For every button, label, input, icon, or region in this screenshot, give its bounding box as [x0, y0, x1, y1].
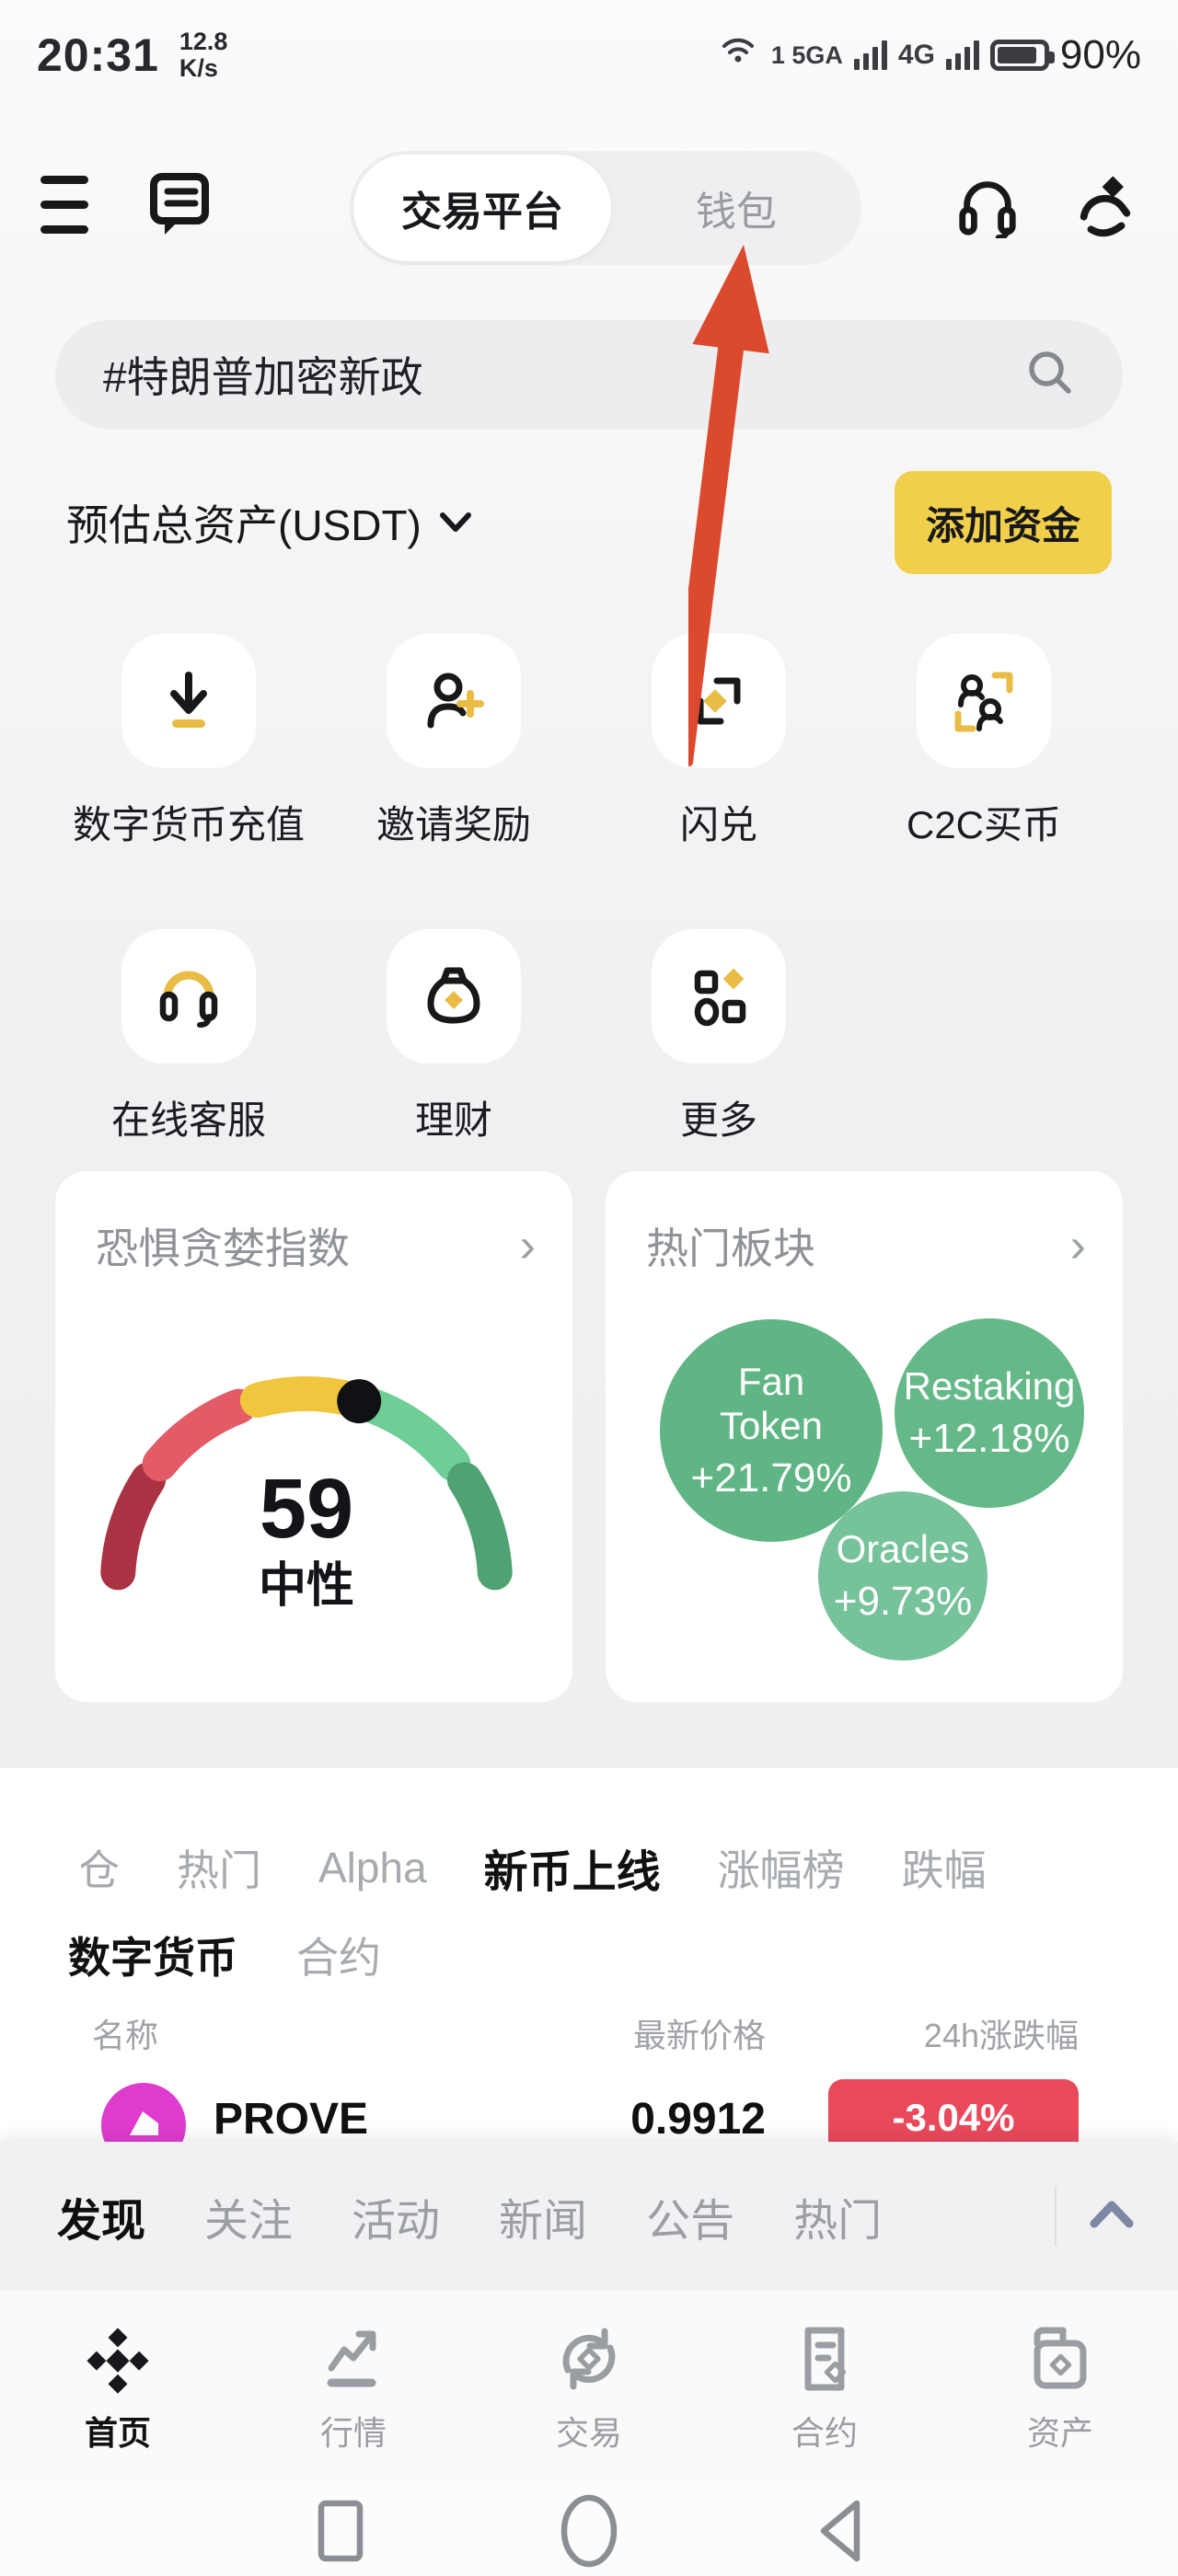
c2c-icon[interactable]	[917, 634, 1051, 768]
nav-markets[interactable]: 行情	[236, 2291, 471, 2486]
column-name[interactable]: 名称	[92, 2017, 159, 2054]
market-tab-new-listings[interactable]: 新币上线	[483, 1848, 661, 1897]
market-tab-alpha[interactable]: Alpha	[318, 1844, 427, 1892]
market-section: 仓 热门 Alpha 新币上线 涨幅榜 跌幅 数字货币 合约 名称 最新价格 2…	[0, 1768, 1178, 2168]
fear-greed-value: 59	[260, 1462, 353, 1556]
chevron-right-icon[interactable]: ›	[1069, 1219, 1086, 1272]
sector-bubble-restaking[interactable]: Restaking +12.18%	[895, 1318, 1084, 1508]
discover-tab-hot[interactable]: 热门	[793, 2197, 883, 2246]
bottom-nav: 首页 行情 交易	[0, 2291, 1178, 2486]
network-speed: 12.8 K/s	[179, 28, 228, 82]
status-bar: 20:31 12.8 K/s 1 5GA 4G 90%	[0, 0, 1178, 110]
convert-icon[interactable]	[652, 634, 786, 768]
gauge-dot	[337, 1379, 382, 1424]
quick-action-more[interactable]: 更多	[585, 929, 852, 1145]
earn-icon[interactable]	[387, 929, 521, 1064]
support-headset-icon[interactable]	[955, 172, 1020, 243]
coin-price: 0.9912	[630, 2095, 766, 2144]
binance-logo	[81, 2320, 155, 2398]
coin-name: PROVE	[214, 2095, 369, 2144]
sector-bubble-oracles[interactable]: Oracles +9.73%	[818, 1491, 987, 1661]
tab-exchange[interactable]: 交易平台	[353, 155, 611, 261]
referral-icon[interactable]	[387, 634, 521, 768]
nav-trade[interactable]: 交易	[471, 2291, 707, 2486]
divider	[1055, 2187, 1057, 2246]
market-tab-losers[interactable]: 跌幅	[901, 1846, 987, 1894]
market-tab-clipped[interactable]: 仓	[81, 1846, 120, 1894]
nav-assets[interactable]: 资产	[942, 2291, 1178, 2486]
hot-sectors-title: 热门板块	[646, 1225, 815, 1272]
more-icon[interactable]	[652, 929, 786, 1064]
quick-action-support[interactable]: 在线客服	[55, 929, 322, 1145]
chevron-right-icon[interactable]: ›	[519, 1219, 536, 1272]
support-icon[interactable]	[121, 929, 256, 1064]
rewards-hand-icon[interactable]	[1073, 171, 1138, 244]
header-segmented-control: 交易平台 钱包	[350, 151, 861, 265]
column-change[interactable]: 24h涨跌幅	[923, 2017, 1079, 2054]
quick-action-deposit[interactable]: 数字货币充值	[55, 634, 322, 850]
subtab-crypto[interactable]: 数字货币	[68, 1934, 237, 1982]
home-button[interactable]	[552, 2486, 626, 2576]
discover-tab-discover[interactable]: 发现	[57, 2197, 146, 2246]
assets-icon	[1026, 2320, 1094, 2398]
tab-wallet[interactable]: 钱包	[696, 190, 777, 235]
chevron-up-icon[interactable]	[1088, 2199, 1136, 2235]
discover-bar: 发现 关注 活动 新闻 公告 热门	[0, 2142, 1178, 2291]
subtab-futures[interactable]: 合约	[296, 1934, 381, 1982]
assets-row: 预估总资产(USDT) 添加资金	[0, 471, 1178, 574]
market-tab-gainers[interactable]: 涨幅榜	[717, 1846, 845, 1894]
chevron-down-icon	[439, 512, 471, 532]
markets-icon	[320, 2320, 387, 2398]
sector-bubble-fan-token[interactable]: Fan Token +21.79%	[660, 1319, 883, 1542]
nav-futures[interactable]: 合约	[707, 2291, 942, 2486]
search-icon[interactable]	[1025, 348, 1075, 402]
quick-action-earn[interactable]: 理财	[320, 929, 587, 1145]
sim1-signal-icon	[853, 40, 887, 70]
discover-tab-following[interactable]: 关注	[204, 2197, 294, 2246]
app-header: 交易平台 钱包	[0, 138, 1178, 276]
market-subtabs: 数字货币 合约	[68, 1923, 381, 1987]
add-funds-button[interactable]: 添加资金	[895, 471, 1112, 574]
table-header: 名称 最新价格 24h涨跌幅	[0, 2009, 1178, 2054]
fear-greed-card[interactable]: 恐惧贪婪指数 › 59 中性	[55, 1171, 572, 1702]
sim2-carrier-label: 4G	[897, 40, 935, 70]
search-query: #特朗普加密新政	[103, 353, 423, 401]
futures-icon	[791, 2320, 858, 2398]
quick-action-convert[interactable]: 闪兑	[585, 634, 852, 850]
menu-icon[interactable]	[40, 174, 88, 241]
hotspot-icon	[716, 31, 760, 80]
table-row[interactable]: PROVE 0.9912 -3.04%	[0, 2079, 1178, 2184]
back-button[interactable]	[803, 2486, 876, 2576]
sim1-carrier-label: 1 5GA	[770, 40, 843, 69]
market-tabs: 仓 热门 Alpha 新币上线 涨幅榜 跌幅	[0, 1825, 1178, 1910]
discover-tab-announcements[interactable]: 公告	[646, 2197, 735, 2246]
fear-greed-gauge: 59 中性	[100, 1376, 513, 1613]
fear-greed-label: 中性	[259, 1559, 354, 1613]
nav-home[interactable]: 首页	[0, 2291, 236, 2486]
sim2-signal-icon	[945, 40, 979, 70]
fear-greed-title: 恐惧贪婪指数	[96, 1225, 350, 1272]
quick-action-referral[interactable]: 邀请奖励	[320, 634, 587, 850]
quick-action-c2c[interactable]: C2C买币	[850, 634, 1117, 850]
search-bar[interactable]: #特朗普加密新政	[55, 320, 1123, 429]
deposit-icon[interactable]	[121, 634, 256, 768]
battery-percent: 90%	[1059, 32, 1141, 77]
column-price[interactable]: 最新价格	[632, 2017, 766, 2054]
discover-tab-news[interactable]: 新闻	[499, 2197, 588, 2246]
total-assets-dropdown[interactable]: 预估总资产(USDT)	[66, 471, 473, 574]
tabs-fade-overlay	[1049, 1825, 1178, 1910]
battery-icon	[989, 40, 1055, 71]
discover-tab-campaigns[interactable]: 活动	[352, 2197, 441, 2246]
clock: 20:31	[37, 29, 159, 81]
chat-icon[interactable]	[149, 170, 210, 245]
recents-button[interactable]	[304, 2486, 377, 2576]
market-tab-hot[interactable]: 热门	[177, 1846, 261, 1894]
trade-icon	[553, 2320, 625, 2398]
android-navigation-bar	[0, 2486, 1178, 2576]
hot-sectors-card[interactable]: 热门板块 › Fan Token +21.79% Restaking +12.1…	[606, 1171, 1123, 1702]
